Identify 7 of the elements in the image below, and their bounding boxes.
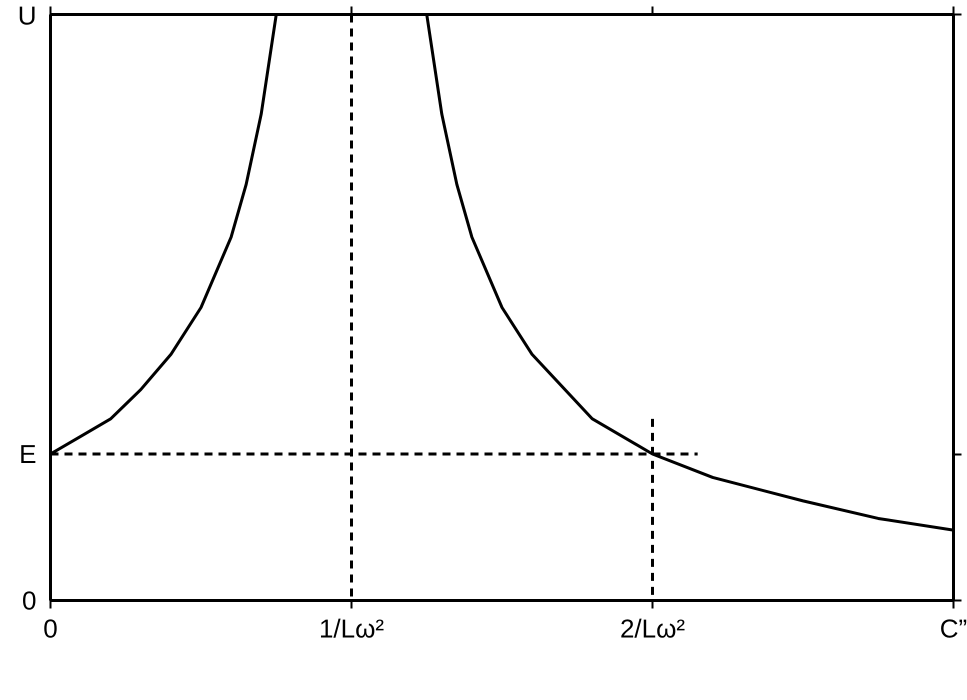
y-axis-title: U	[18, 0, 37, 30]
x-tick-label: 0	[43, 614, 58, 644]
text: 0	[22, 586, 37, 616]
x-tick-label: 2/Lω²	[620, 614, 686, 644]
series-label: E	[19, 439, 36, 469]
x-tick-label: 1/Lω²	[318, 614, 384, 644]
x-axis-title: C”	[940, 614, 967, 644]
